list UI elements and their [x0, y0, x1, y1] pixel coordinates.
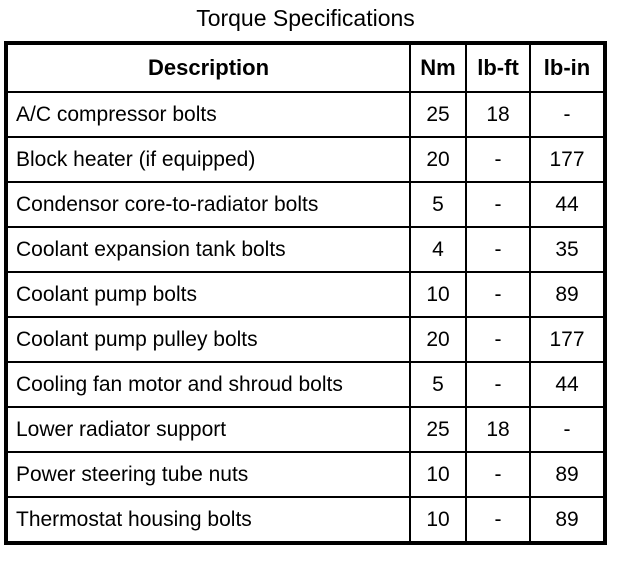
header-row: Description Nm lb-ft lb-in — [5, 42, 606, 93]
cell-lb-in: 89 — [529, 271, 606, 318]
cell-lb-in: 44 — [529, 181, 606, 228]
cell-lb-ft: - — [465, 451, 531, 498]
table-row: Lower radiator support 25 18 - — [5, 406, 606, 453]
table-row: Coolant expansion tank bolts 4 - 35 — [5, 226, 606, 273]
cell-lb-in: 177 — [529, 316, 606, 363]
cell-nm: 10 — [409, 271, 467, 318]
table-row: Cooling fan motor and shroud bolts 5 - 4… — [5, 361, 606, 408]
cell-description: Condensor core-to-radiator bolts — [5, 181, 411, 228]
cell-description: Coolant pump pulley bolts — [5, 316, 411, 363]
cell-lb-ft: - — [465, 181, 531, 228]
cell-lb-in: 44 — [529, 361, 606, 408]
cell-nm: 25 — [409, 91, 467, 138]
page-title: Torque Specifications — [196, 5, 415, 31]
column-header-lb-ft: lb-ft — [465, 42, 531, 93]
cell-nm: 4 — [409, 226, 467, 273]
column-header-description: Description — [5, 42, 411, 93]
cell-description: Block heater (if equipped) — [5, 136, 411, 183]
table-row: Block heater (if equipped) 20 - 177 — [5, 136, 606, 183]
cell-lb-ft: - — [465, 226, 531, 273]
cell-nm: 10 — [409, 451, 467, 498]
cell-lb-in: 89 — [529, 496, 606, 544]
table-row: Thermostat housing bolts 10 - 89 — [5, 496, 606, 544]
column-header-nm: Nm — [409, 42, 467, 93]
cell-lb-ft: 18 — [465, 91, 531, 138]
cell-description: Power steering tube nuts — [5, 451, 411, 498]
cell-lb-ft: - — [465, 361, 531, 408]
cell-description: Coolant expansion tank bolts — [5, 226, 411, 273]
cell-description: Thermostat housing bolts — [5, 496, 411, 544]
cell-nm: 5 — [409, 361, 467, 408]
cell-description: Coolant pump bolts — [5, 271, 411, 318]
cell-description: Lower radiator support — [5, 406, 411, 453]
cell-nm: 25 — [409, 406, 467, 453]
cell-nm: 20 — [409, 316, 467, 363]
cell-nm: 10 — [409, 496, 467, 544]
cell-lb-in: - — [529, 406, 606, 453]
cell-lb-ft: 18 — [465, 406, 531, 453]
cell-lb-ft: - — [465, 136, 531, 183]
cell-lb-in: - — [529, 91, 606, 138]
cell-lb-in: 177 — [529, 136, 606, 183]
cell-description: Cooling fan motor and shroud bolts — [5, 361, 411, 408]
table-row: A/C compressor bolts 25 18 - — [5, 91, 606, 138]
table-row: Coolant pump bolts 10 - 89 — [5, 271, 606, 318]
cell-lb-in: 89 — [529, 451, 606, 498]
cell-lb-in: 35 — [529, 226, 606, 273]
cell-lb-ft: - — [465, 496, 531, 544]
cell-lb-ft: - — [465, 316, 531, 363]
column-header-lb-in: lb-in — [529, 42, 606, 93]
torque-specifications-table: Description Nm lb-ft lb-in A/C compresso… — [4, 41, 607, 545]
table-row: Condensor core-to-radiator bolts 5 - 44 — [5, 181, 606, 228]
table-row: Coolant pump pulley bolts 20 - 177 — [5, 316, 606, 363]
cell-nm: 20 — [409, 136, 467, 183]
table-row: Power steering tube nuts 10 - 89 — [5, 451, 606, 498]
cell-nm: 5 — [409, 181, 467, 228]
cell-description: A/C compressor bolts — [5, 91, 411, 138]
cell-lb-ft: - — [465, 271, 531, 318]
